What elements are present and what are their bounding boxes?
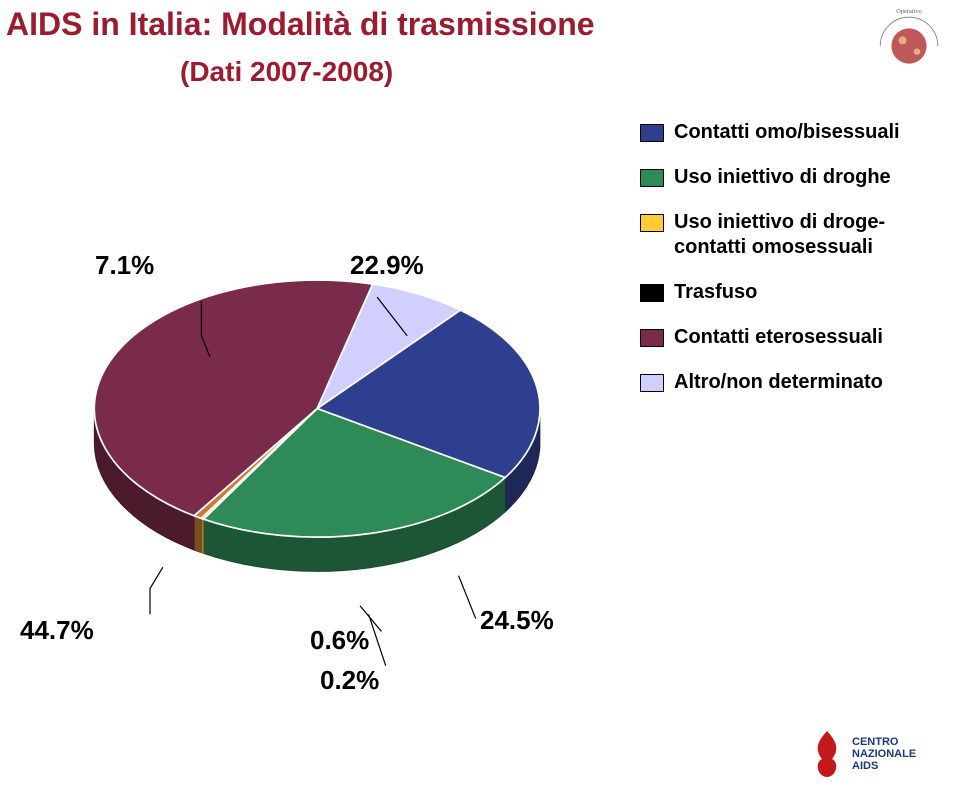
pct-label-0: 22.9% [350, 250, 424, 281]
legend-item: Uso iniettivo di droghe [640, 165, 900, 190]
logo-coa-icon: Operativo [864, 2, 954, 82]
legend-item: Trasfuso [640, 280, 900, 305]
logo-cna-icon: CENTRO NAZIONALE AIDS [810, 719, 940, 789]
chart-title: AIDS in Italia: Modalità di trasmissione [6, 6, 595, 43]
legend-swatch-icon [640, 329, 664, 347]
legend-label: Uso iniettivo di droge-contatti omosessu… [674, 210, 900, 260]
pct-label-2: 0.2% [320, 665, 379, 696]
logo-cna-text: CENTRO NAZIONALE AIDS [852, 736, 940, 772]
legend-label: Altro/non determinato [674, 370, 883, 395]
legend-label: Uso iniettivo di droghe [674, 165, 891, 190]
legend-label: Trasfuso [674, 280, 757, 305]
legend-label: Contatti omo/bisessuali [674, 120, 900, 145]
legend-label: Contatti eterosessuali [674, 325, 883, 350]
pct-label-3: 0.6% [310, 625, 369, 656]
legend-swatch-icon [640, 284, 664, 302]
legend-swatch-icon [640, 169, 664, 187]
pct-label-4: 44.7% [20, 615, 94, 646]
chart-subtitle: (Dati 2007-2008) [180, 56, 393, 88]
legend-item: Altro/non determinato [640, 370, 900, 395]
pct-label-5: 7.1% [95, 250, 154, 281]
legend-item: Contatti omo/bisessuali [640, 120, 900, 145]
legend-swatch-icon [640, 124, 664, 142]
legend-item: Contatti eterosessuali [640, 325, 900, 350]
legend-swatch-icon [640, 214, 664, 232]
legend-swatch-icon [640, 374, 664, 392]
svg-text:Operativo: Operativo [896, 8, 922, 15]
legend: Contatti omo/bisessuali Uso iniettivo di… [640, 120, 900, 415]
legend-item: Uso iniettivo di droge-contatti omosessu… [640, 210, 900, 260]
pct-label-1: 24.5% [480, 605, 554, 636]
